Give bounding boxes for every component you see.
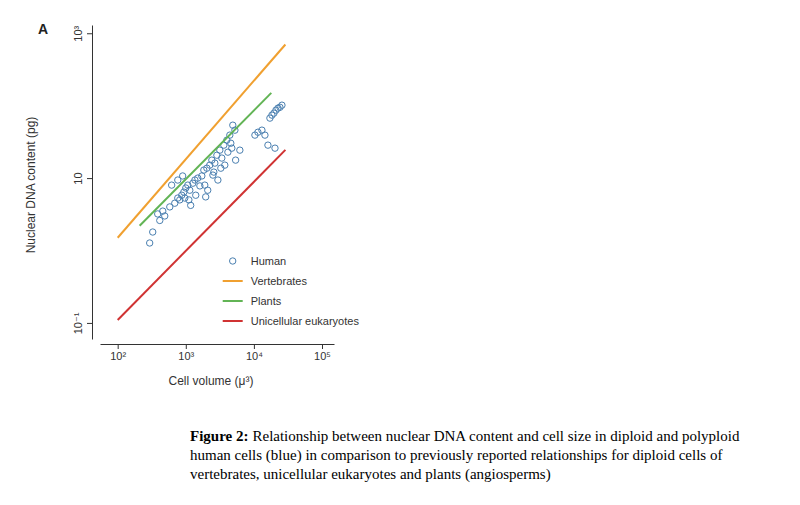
legend-marker [230,258,236,264]
x-axis-line [101,344,335,345]
legend: Human Vertebrates Plants Unicellular eukary… [223,255,360,327]
scatter-point [232,157,238,163]
x-tick: 10⁴ [246,344,263,362]
scatter-point [230,122,236,128]
caption-line: vertebrates, unicellular eukaryotes and … [190,466,551,483]
legend-line [223,320,243,322]
scatter-point [212,160,218,166]
scatter-point [182,195,188,201]
x-axis: 10² 10³ 10⁴ 10⁵ [101,344,335,362]
scatter-point [202,194,208,200]
scatter-point [162,213,168,219]
scatter-point [193,192,199,198]
y-axis-title: Nuclear DNA content (pg) [24,117,38,254]
caption-label: Figure 2: [190,428,248,444]
scatter-point [265,142,271,148]
x-tick-label: 10⁵ [314,350,331,362]
series-line [118,44,286,237]
scatter-point [279,102,285,108]
legend-line [223,300,243,302]
chart: 10² 10³ 10⁴ 10⁵ 10⁻¹ 10 10³ Cell volume (μ³) Nuc… [0,0,800,505]
series-line [140,93,272,226]
y-tick: 10⁻¹ [72,312,92,334]
scatter-point [219,155,225,161]
y-tick-mark [87,33,92,34]
x-tick-mark [254,344,255,349]
x-tick-label: 10³ [178,350,194,362]
x-tick: 10³ [178,344,194,362]
scatter-point [237,147,243,153]
scatter-point [146,240,152,246]
legend-label: Plants [251,295,282,307]
y-tick-mark [87,178,92,179]
series-line [118,150,286,320]
x-tick-mark [322,344,323,349]
x-tick: 10⁵ [314,344,331,362]
scatter-point [168,182,174,188]
y-tick-label: 10⁻¹ [72,312,84,334]
caption-text: Relationship between nuclear DNA content… [252,428,739,444]
scatter-point [187,202,193,208]
scatter-point [205,187,211,193]
legend-label: Unicellular eukaryotes [251,315,360,327]
x-tick-label: 10² [110,350,126,362]
scatter-point [272,145,278,151]
legend-label: Vertebrates [251,275,308,287]
y-axis: 10⁻¹ 10 10³ [72,25,93,339]
x-axis-title: Cell volume (μ³) [169,374,254,388]
x-tick: 10² [110,344,126,362]
y-tick-label: 10³ [72,25,84,41]
scatter-point [179,173,185,179]
caption-line: Figure 2:Relationship between nuclear DN… [190,428,740,444]
panel-label: A [38,21,48,37]
scatter-point [218,165,224,171]
x-tick-mark [186,344,187,349]
scatter-point [211,169,217,175]
y-tick-label: 10 [72,172,84,184]
scatter-point [262,132,268,138]
scatter-point [215,177,221,183]
x-tick-label: 10⁴ [246,350,263,362]
legend-label: Human [251,255,286,267]
y-axis-line [92,26,93,340]
scatter-point [150,229,156,235]
scatter-point [228,140,234,146]
scatter-point [187,187,193,193]
scatter-point [225,149,231,155]
x-tick-mark [118,344,119,349]
y-tick-mark [87,323,92,324]
y-tick: 10 [72,172,92,184]
y-tick: 10³ [72,25,92,41]
legend-line [223,280,243,282]
caption-line: human cells (blue) in comparison to prev… [190,447,722,464]
